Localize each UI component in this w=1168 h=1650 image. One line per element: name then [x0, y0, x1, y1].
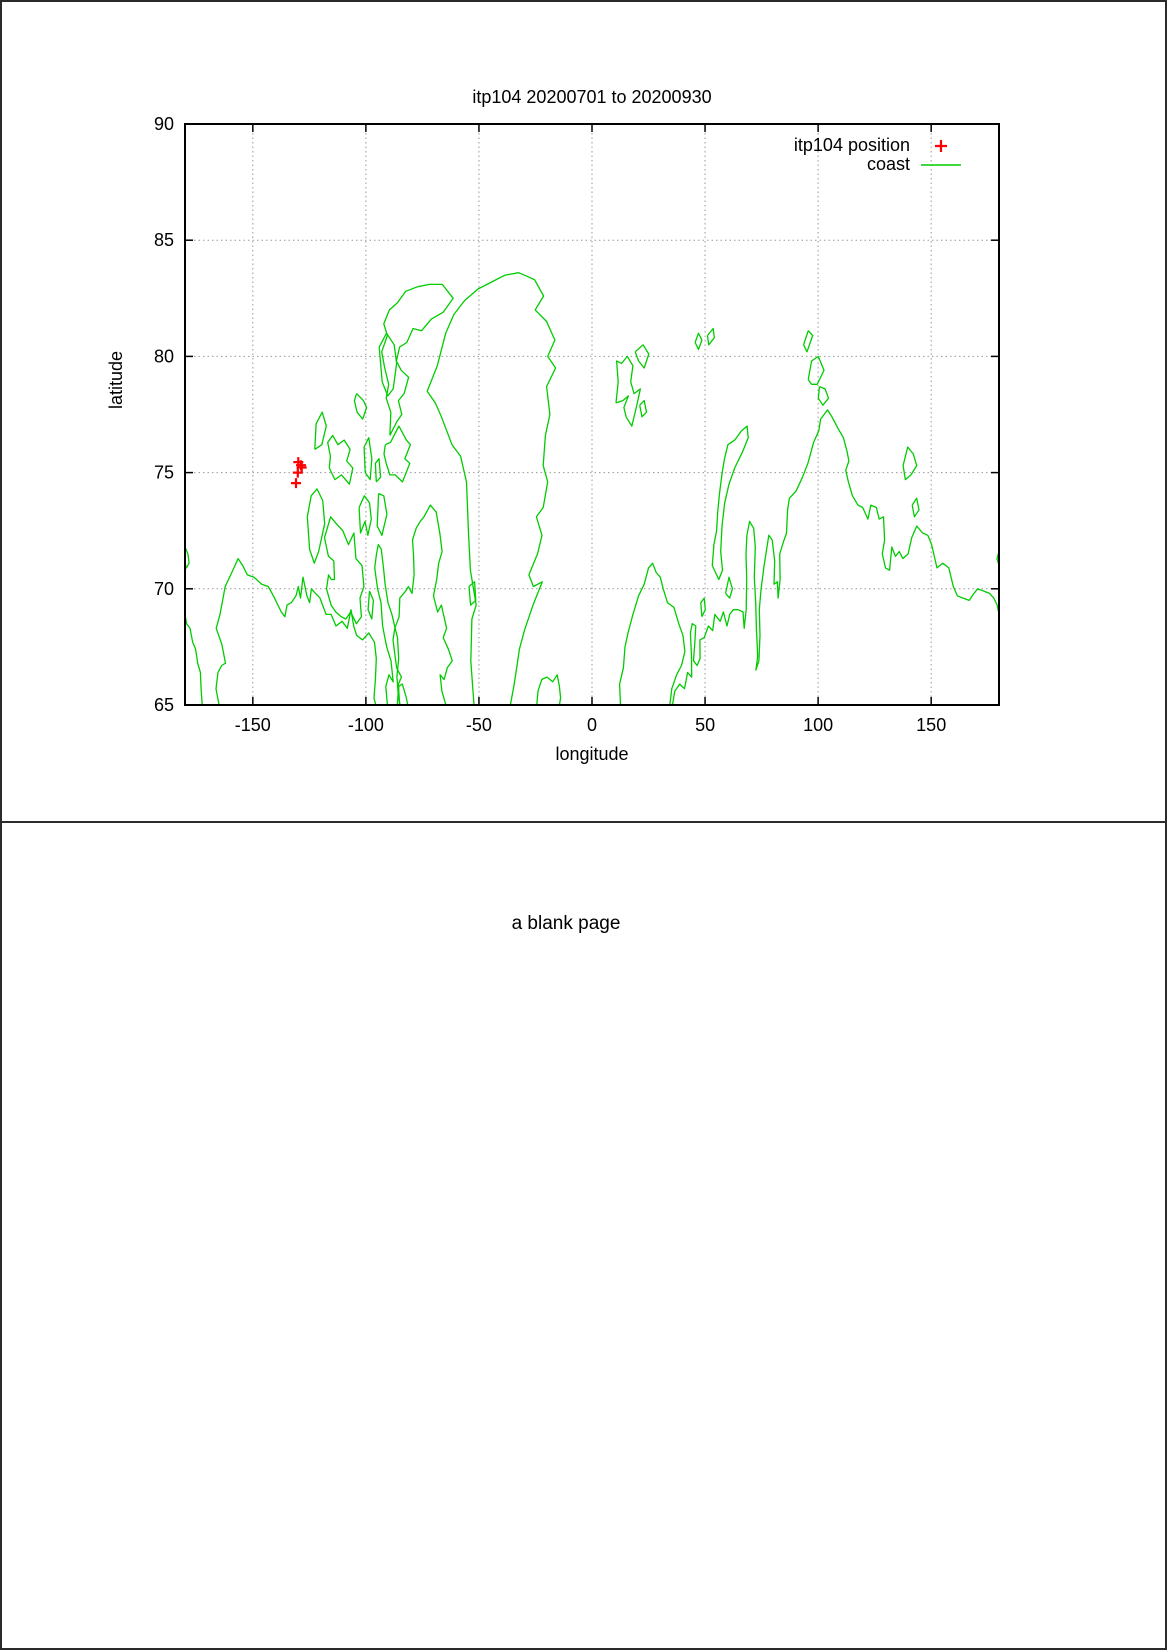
page-1 — [0, 0, 1167, 823]
itp104-position-markers — [291, 457, 307, 489]
y-axis-label: latitude — [106, 350, 126, 410]
chart-title: itp104 20200701 to 20200930 — [472, 87, 712, 107]
svg-text:-100: -100 — [348, 715, 384, 735]
plus-marker-icon — [920, 138, 962, 154]
page-2 — [0, 821, 1167, 1650]
blank-page-text: a blank page — [511, 913, 621, 934]
coast-lines — [185, 272, 999, 705]
svg-text:75: 75 — [154, 463, 174, 483]
svg-text:80: 80 — [154, 346, 174, 366]
itp-position-map-chart: -150 -100 -50 0 50 100 150 90 85 80 75 70 65 — [154, 114, 1000, 735]
legend-row-itp104-position: itp104 position — [700, 135, 962, 155]
plot-grid — [185, 124, 999, 705]
chart-legend: itp104 position coast — [700, 135, 962, 174]
svg-text:-50: -50 — [466, 715, 492, 735]
svg-text:-150: -150 — [235, 715, 271, 735]
svg-text:65: 65 — [154, 695, 174, 715]
axis-ticks — [185, 123, 999, 706]
svg-text:85: 85 — [154, 230, 174, 250]
svg-text:50: 50 — [695, 715, 715, 735]
legend-row-coast: coast — [700, 154, 962, 174]
tick-labels: -150 -100 -50 0 50 100 150 90 85 80 75 70 65 — [154, 114, 946, 735]
x-axis-label: longitude — [555, 744, 629, 764]
svg-text:90: 90 — [154, 114, 174, 134]
svg-text:70: 70 — [154, 579, 174, 599]
svg-text:0: 0 — [587, 715, 597, 735]
svg-text:150: 150 — [916, 715, 946, 735]
svg-text:100: 100 — [803, 715, 833, 735]
coast-line-icon — [920, 157, 962, 173]
legend-label-itp104-position: itp104 position — [793, 135, 910, 155]
legend-label-coast: coast — [866, 154, 910, 174]
